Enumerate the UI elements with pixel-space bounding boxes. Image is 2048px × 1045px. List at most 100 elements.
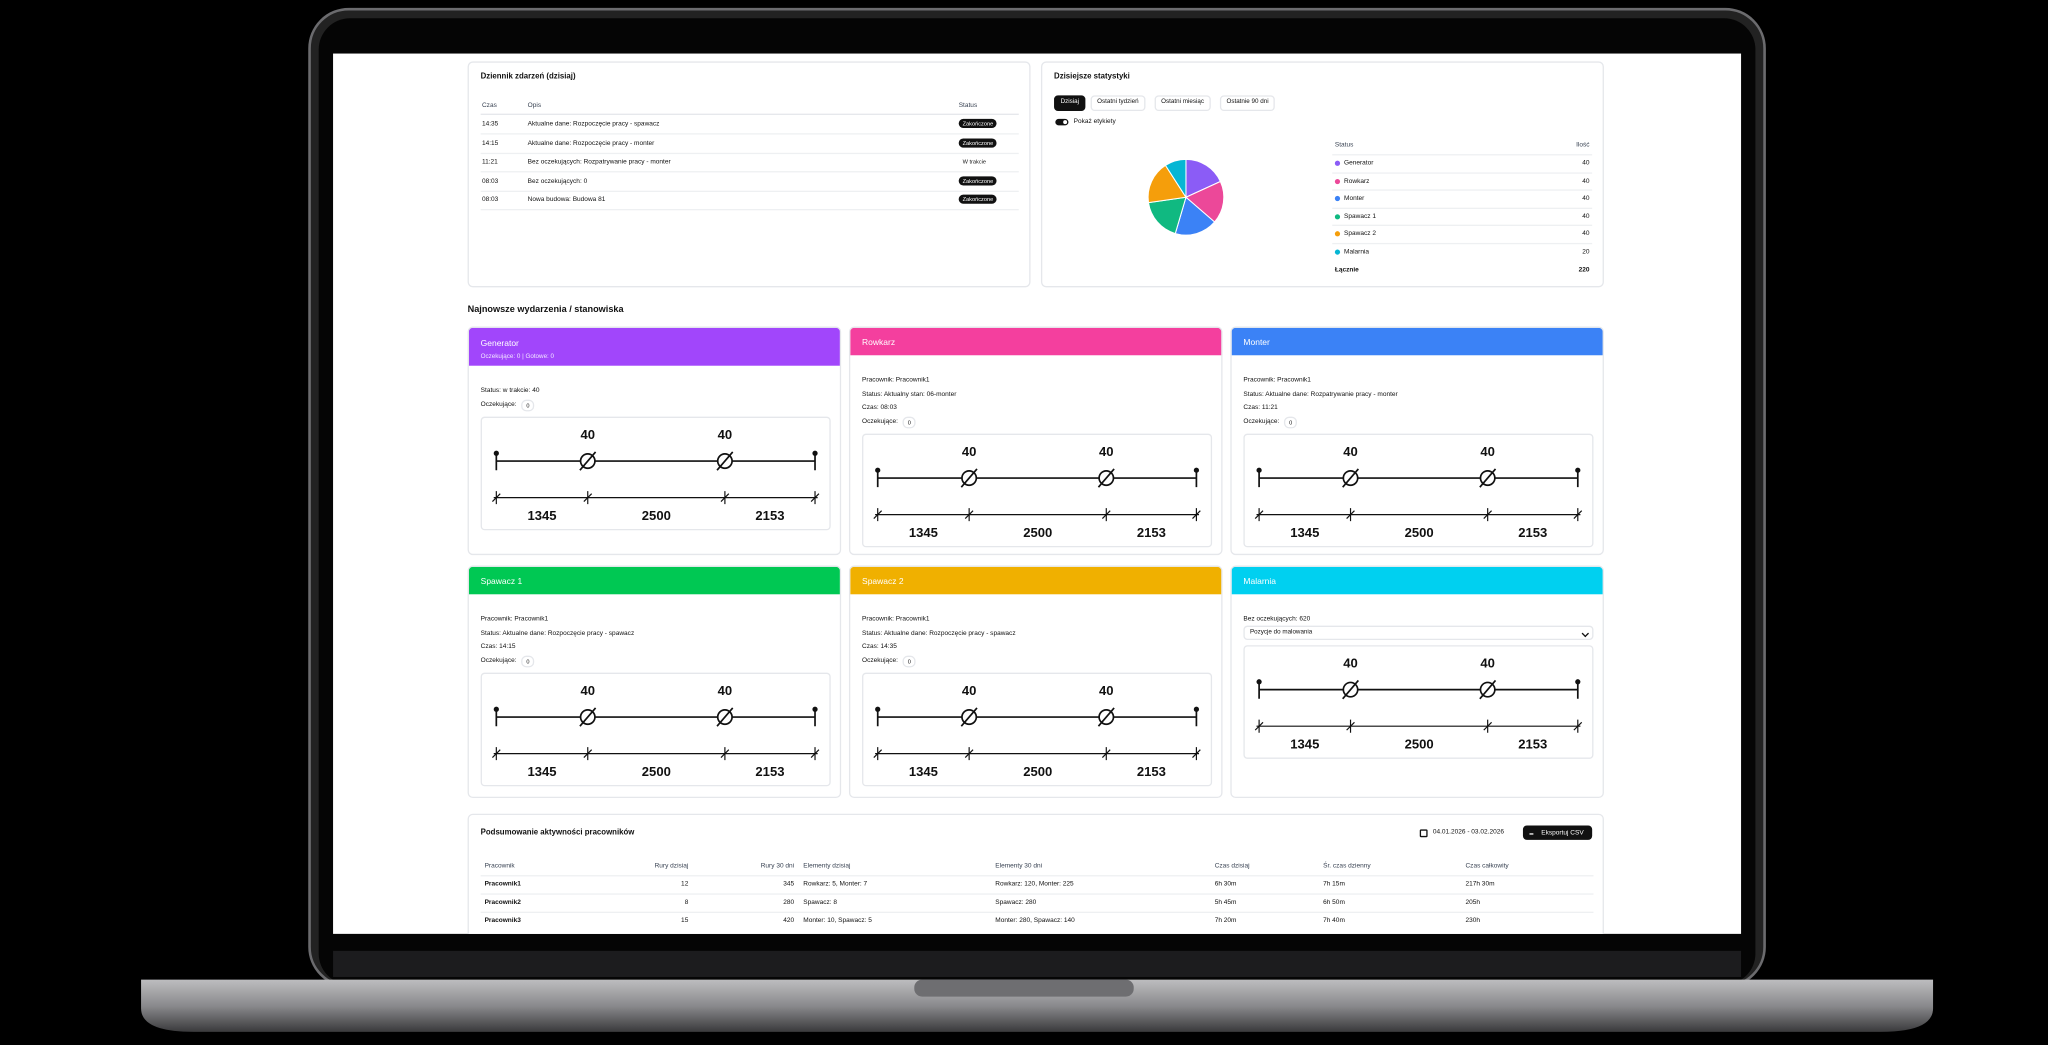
diameter-label: 40: [962, 683, 977, 698]
laptop-base: [141, 979, 1934, 1032]
dimension-slash: [491, 493, 501, 502]
event-description: Aktualne dane: Rozpoczęcie pracy - spawa…: [527, 120, 660, 128]
pie-chart: [1147, 158, 1225, 236]
event-description: Bez oczekujących: Rozpatrywanie pracy - …: [527, 158, 671, 166]
station-name: Monter: [1243, 338, 1270, 348]
export-button[interactable]: Eksportuj CSV: [1522, 825, 1593, 840]
station-name: Spawacz 2: [862, 577, 904, 587]
label-toggle[interactable]: [1055, 118, 1069, 126]
waiting-badge: 0: [1283, 415, 1298, 428]
station-header: Spawacz 1: [468, 566, 840, 595]
status-name: Spawacz 2: [1343, 230, 1376, 239]
status-count: 40: [1582, 177, 1590, 185]
diagram-box: 40 40 1345 2500 2153: [1243, 645, 1594, 759]
waiting-badge: 0: [521, 399, 535, 411]
end-dot: [812, 706, 818, 712]
period-tab[interactable]: Ostatnie 90 dni: [1219, 95, 1276, 111]
diagram-box: 40 40 1345 2500 2153: [862, 672, 1213, 787]
period-tab[interactable]: Ostatni tydzień: [1090, 95, 1146, 111]
status-count: 40: [1582, 159, 1590, 168]
waiting-badge: 0: [902, 655, 917, 667]
diameter-slash: [1342, 679, 1360, 700]
status-name: Rowkarz: [1343, 177, 1370, 185]
length-label: 1345: [1290, 736, 1319, 751]
station-card: Generator Oczekujące: 0 | Gotowe: 0 Status…: [467, 326, 842, 556]
table-cell: Monter: 10, Spawacz: 5: [803, 916, 872, 925]
station-detail: Status: Aktualny stan: 06-monter: [862, 389, 957, 398]
station-detail: Status: Aktualne dane: Rozpatrywanie pra…: [1243, 389, 1398, 398]
diameter-label: 40: [1343, 444, 1358, 459]
station-name: Rowkarz: [862, 338, 896, 348]
station-name: Malarnia: [1243, 577, 1276, 587]
diameter-slash: [579, 707, 597, 727]
column-header: Czas dzisiaj: [1214, 862, 1250, 870]
column-header: Elementy dzisiaj: [803, 862, 851, 870]
diagram-box: 40 40 1345 2500 2153: [480, 672, 831, 787]
dimension-slash: [583, 749, 593, 758]
diameter-label: 40: [1343, 655, 1358, 670]
length-label: 2500: [642, 508, 671, 523]
column-header: Rury dzisiaj: [654, 862, 689, 870]
station-detail: Pracownik: Pracownik1: [480, 615, 549, 624]
diagram-box: 40 40 1345 2500 2153: [480, 416, 831, 531]
diameter-label: 40: [580, 683, 595, 698]
table-cell: Rowkarz: 120, Monter: 225: [995, 880, 1074, 889]
dimension-slash: [964, 749, 974, 758]
status-count: 20: [1582, 248, 1590, 256]
end-dot: [1575, 679, 1581, 685]
summary-card: Podsumowanie aktywności pracowników 04.01…: [467, 813, 1604, 934]
period-tab[interactable]: Ostatni miesiąc: [1154, 95, 1211, 111]
table-cell: 6h 30m: [1214, 880, 1237, 889]
end-dot: [493, 450, 499, 456]
download-icon: [1529, 829, 1534, 835]
status-count: 40: [1582, 230, 1590, 239]
diameter-label: 40: [1099, 683, 1114, 698]
pipe-diagram: 40 40 1345 2500 2153: [1254, 444, 1583, 540]
card-title: Podsumowanie aktywności pracowników: [480, 829, 635, 838]
end-dot: [875, 706, 881, 712]
date-range: 04.01.2026 - 03.02.2026: [1432, 828, 1504, 836]
length-label: 2500: [1405, 736, 1434, 751]
dimension-slash: [964, 510, 974, 519]
station-detail: Pracownik: Pracownik1: [862, 615, 930, 624]
status-count: 40: [1582, 212, 1590, 221]
legend-dot: [1334, 213, 1341, 220]
column-header: Opis: [527, 101, 542, 110]
table-cell: Spawacz: 8: [803, 898, 838, 907]
length-label: 2500: [1023, 764, 1052, 779]
length-label: 2153: [1137, 525, 1166, 540]
station-select[interactable]: Pozycje do malowania: [1243, 624, 1594, 640]
column-header: Elementy 30 dni: [995, 862, 1043, 870]
total-label: Łącznie: [1334, 266, 1359, 275]
length-label: 2153: [755, 764, 784, 779]
event-time: 11:21: [481, 158, 498, 166]
station-detail: Czas: 11:21: [1243, 403, 1278, 412]
diameter-label: 40: [962, 444, 977, 459]
column-header: Pracownik: [484, 862, 515, 870]
diameter-slash: [716, 707, 734, 727]
station-subtitle: Oczekujące: 0 | Gotowe: 0: [480, 353, 555, 361]
divider: [1332, 171, 1593, 174]
event-time: 08:03: [481, 176, 499, 185]
pipe-diagram: 40 40 1345 2500 2153: [491, 427, 820, 523]
length-label: 1345: [528, 508, 557, 523]
event-time: 08:03: [481, 195, 499, 204]
diameter-slash: [960, 468, 978, 488]
period-tab[interactable]: Dzisiaj: [1054, 95, 1086, 111]
diameter-slash: [579, 451, 597, 471]
diameter-label: 40: [718, 427, 733, 442]
dimension-slash: [1101, 749, 1111, 758]
station-card: Spawacz 2 Pracownik: Pracownik1 Status: Ak…: [848, 565, 1223, 799]
legend-dot: [1334, 178, 1341, 184]
legend-dot: [1334, 160, 1341, 166]
column-header: Czas całkowity: [1465, 862, 1509, 870]
event-description: Aktualne dane: Rozpoczęcie pracy - monte…: [527, 139, 655, 147]
event-description: Bez oczekujących: 0: [527, 176, 588, 185]
card-title: Dzisiejsze statystyki: [1054, 73, 1130, 81]
station-detail: Czas: 14:35: [862, 642, 897, 651]
pipe-diagram: 40 40 1345 2500 2153: [873, 683, 1201, 779]
dimension-slash: [491, 749, 501, 758]
station-detail: Pracownik: Pracownik1: [1243, 376, 1311, 384]
dimension-slash: [873, 749, 883, 758]
status-badge: Zakończone: [958, 175, 998, 186]
